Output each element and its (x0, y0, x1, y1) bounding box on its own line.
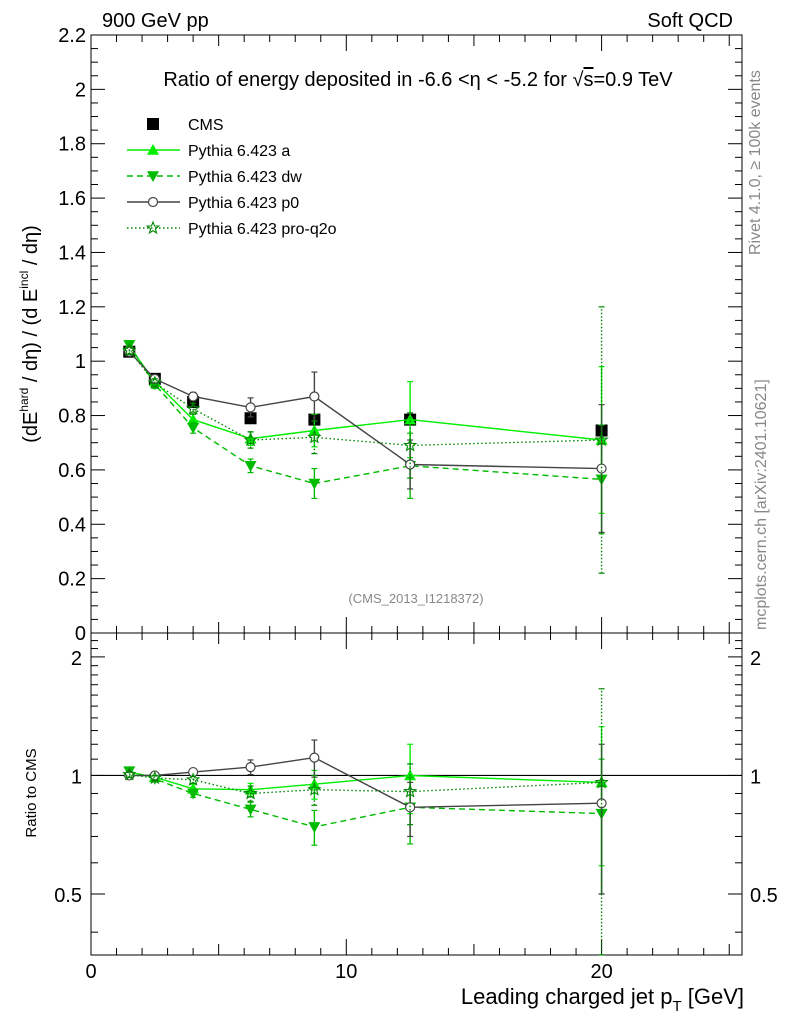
analysis-watermark: (CMS_2013_I1218372) (348, 591, 483, 606)
main-data-point (308, 478, 321, 490)
ratio-panel-frame (90, 632, 743, 956)
ratio-series-line (129, 771, 602, 791)
header-right: Soft QCD (647, 10, 733, 32)
legend-marker (147, 196, 159, 208)
ratio-ytick-label: 1 (71, 766, 82, 788)
ratio-xtick-label: 20 (590, 961, 612, 983)
main-ytick-label: 0.2 (58, 569, 86, 591)
ratio-ytick-label: 2 (71, 648, 82, 670)
legend-label: Pythia 6.423 dw (188, 169, 302, 186)
legend-marker (147, 144, 159, 155)
x-axis-label: Leading charged jet pT [GeV] (461, 984, 744, 1015)
ratio-series-pythia-6-423-pro-q2o (122, 688, 609, 956)
main-series-pythia-6-423-pro-q2o (122, 306, 609, 574)
ratio-data-point (187, 788, 200, 800)
ratio-data-point (594, 774, 609, 789)
main-ytick-label: 2 (75, 79, 86, 101)
main-ytick-label: 0.4 (58, 514, 86, 536)
main-axes: 0 0.2 0.4 0.6 0.8 1 1.2 1.4 1.6 1.8 2 2.2 (58, 25, 742, 645)
ratio-ylabel: Ratio to CMS (23, 748, 40, 837)
main-data-point (188, 391, 199, 402)
ratio-xtick-label: 0 (85, 961, 96, 983)
main-ytick-label: 1 (75, 351, 86, 373)
ratio-series-pythia-6-423-a (123, 726, 608, 867)
mcplots-label: mcplots.cern.ch [arXiv:2401.10621] (753, 379, 770, 630)
main-series-pythia-6-423-p0 (124, 346, 607, 534)
main-data-point (185, 401, 201, 415)
chart-title: Ratio of energy deposited in -6.6 <η < -… (163, 69, 673, 91)
header-left: 900 GeV pp (102, 10, 209, 32)
ratio-data-point (244, 804, 257, 816)
legend-marker (147, 171, 159, 182)
main-series-line (128, 344, 602, 485)
main-ytick-label: 1.2 (58, 297, 86, 319)
main-ytick-label: 1.4 (58, 242, 86, 264)
legend: CMS Pythia 6.423 a Pythia 6.423 dw Pythia 6… (127, 117, 337, 238)
ratio-ytick-label-right: 1 (750, 766, 761, 788)
ratio-xtick-label: 10 (335, 961, 357, 983)
main-data-point (122, 342, 137, 357)
ratio-data-point (122, 767, 137, 781)
ratio-data-point (309, 752, 320, 763)
main-ytick-label: 2.2 (58, 25, 86, 47)
legend-label: CMS (188, 117, 224, 134)
main-data-point (244, 461, 257, 472)
ratio-data-point (243, 785, 258, 800)
main-ytick-label: 1.6 (58, 188, 86, 210)
main-ytick-label: 0.6 (58, 460, 86, 482)
main-series-line (128, 345, 602, 441)
main-data-point (404, 413, 417, 425)
main-ytick-label: 1.8 (58, 134, 86, 156)
main-data-point (245, 402, 256, 413)
legend-label: Pythia 6.423 pro-q2o (188, 221, 337, 238)
legend-marker (147, 118, 159, 130)
main-series-pythia-6-423-dw (123, 340, 608, 535)
ratio-data-point (402, 784, 418, 798)
main-ytick-label: 0.8 (58, 406, 86, 428)
legend-marker (145, 220, 161, 235)
main-data-point (147, 375, 162, 389)
main-series-group (122, 306, 609, 574)
main-data-point (243, 432, 258, 447)
rivet-label: Rivet 4.1.0, ≥ 100k events (747, 70, 764, 255)
ratio-ytick-label-right: 2 (750, 648, 761, 670)
main-data-point (405, 459, 416, 470)
ratio-axes: 0 10 20 0.5 0.5 1 1 2 2 (54, 633, 778, 983)
ratio-ytick-label-right: 0.5 (750, 885, 778, 907)
main-data-point (402, 437, 418, 452)
main-data-point (594, 432, 609, 447)
ratio-series-line (129, 756, 602, 809)
main-ylabel: (dEhard / dη) / (d Eincl / dη) (17, 225, 42, 443)
ratio-data-point (185, 772, 201, 786)
ratio-ytick-label: 0.5 (54, 885, 82, 907)
main-data-point (309, 391, 320, 402)
main-data-point (307, 429, 322, 444)
ratio-data-point (147, 770, 162, 785)
ratio-series-group (122, 688, 609, 956)
main-data-point (244, 412, 257, 425)
main-series-line (128, 351, 602, 470)
main-ytick-label: 0 (75, 623, 86, 645)
ratio-data-point (308, 822, 321, 833)
main-data-point (187, 422, 200, 434)
legend-label: Pythia 6.423 p0 (188, 195, 299, 212)
main-data-point (187, 413, 200, 425)
ratio-data-point (307, 782, 322, 796)
ratio-data-point (245, 762, 256, 773)
legend-label: Pythia 6.423 a (188, 143, 290, 160)
